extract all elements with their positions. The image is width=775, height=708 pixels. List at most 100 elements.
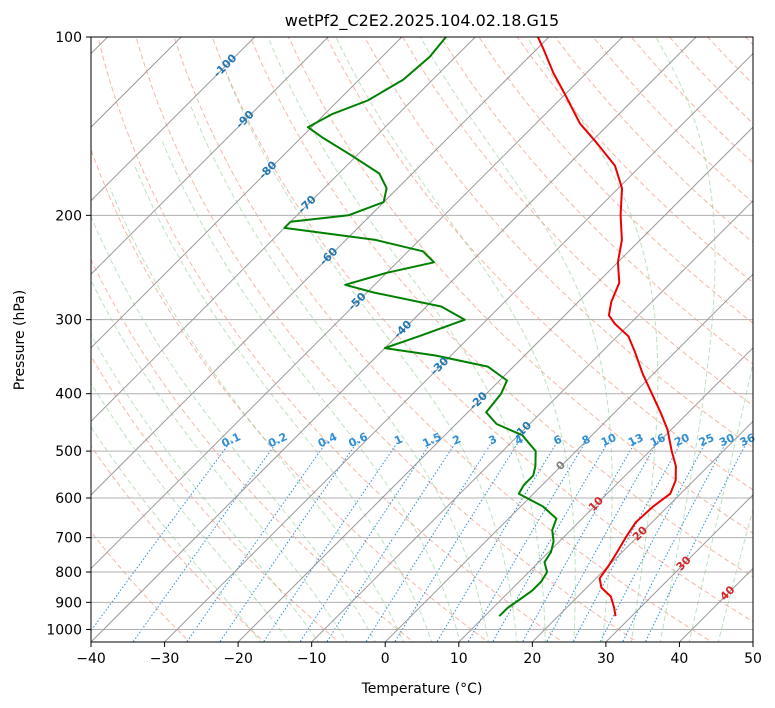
- dry-adiabat-line: [91, 355, 340, 642]
- mixing-ratio-line: [219, 440, 359, 642]
- isotherm-label: -40: [391, 318, 414, 341]
- x-tick-label: 30: [597, 651, 615, 667]
- isotherm-line: [752, 641, 753, 642]
- mixing-ratio-line: [644, 440, 749, 642]
- dry-adiabat-line: [364, 37, 753, 449]
- mixing-ratio-line: [299, 440, 433, 642]
- moist-adiabat-line: [91, 382, 291, 642]
- x-tick-label: 10: [450, 651, 468, 667]
- y-tick-label: 100: [55, 30, 82, 46]
- isotherm-line: [531, 420, 753, 642]
- mixing-ratio-label: 0.6: [347, 430, 370, 450]
- mixing-ratio-label: 10: [599, 431, 619, 449]
- mixing-ratio-label: 13: [626, 431, 645, 449]
- isotherm-label: -20: [467, 389, 490, 412]
- y-tick-label: 900: [55, 595, 82, 611]
- x-tick-label: −40: [76, 651, 106, 667]
- y-tick-label: 800: [55, 565, 82, 581]
- mixing-ratio-label: 1.5: [420, 430, 443, 450]
- mixing-ratio-line: [599, 440, 708, 642]
- mixing-ratio-line: [365, 440, 494, 642]
- isotherm-line: [91, 37, 697, 642]
- y-tick-label: 1000: [46, 622, 82, 638]
- y-axis: 100 200 300 400 500 600 700 800 900 1000: [46, 30, 91, 638]
- mixing-ratio-line: [572, 440, 683, 642]
- mixing-ratio-label: 20: [672, 431, 692, 449]
- x-tick-label: 0: [381, 651, 390, 667]
- dry-adiabat-line: [287, 37, 753, 534]
- dry-adiabat-line: [173, 37, 713, 642]
- isotherm-line: [91, 37, 476, 423]
- dry-adiabat-line: [249, 37, 753, 578]
- dry-adiabat-line: [97, 37, 564, 642]
- mixing-ratio-label: 0.1: [220, 430, 243, 450]
- x-tick-label: 50: [744, 651, 762, 667]
- mixing-ratio-line: [91, 440, 232, 632]
- moist-adiabat-line: [688, 361, 753, 642]
- dry-adiabat-line: [135, 37, 639, 642]
- mixing-ratio-line: [492, 440, 610, 642]
- dry-adiabat-line: [478, 37, 753, 324]
- dry-adiabat-line: [440, 37, 753, 365]
- data-series: [283, 37, 677, 617]
- isotherm-label: -50: [346, 290, 369, 313]
- dry-adiabat-line: [554, 37, 753, 244]
- isotherm-line: [311, 199, 753, 642]
- mixing-ratio-line: [262, 440, 400, 642]
- temperature-profile-line: [536, 37, 677, 617]
- mixing-ratio-line: [132, 440, 279, 642]
- background-lines: [91, 37, 753, 642]
- mixing-ratio-label: 0.4: [316, 430, 339, 450]
- x-tick-label: 40: [671, 651, 689, 667]
- isotherm-line: [605, 494, 753, 642]
- x-axis: −40 −30 −20 −10 0 10 20 30 40 50: [76, 642, 762, 667]
- chart-title: wetPf2_C2E2.2025.104.02.18.G15: [285, 11, 559, 31]
- dry-adiabat-line: [91, 445, 265, 642]
- y-axis-label: Pressure (hPa): [12, 290, 28, 390]
- x-tick-label: 20: [523, 651, 541, 667]
- y-tick-label: 600: [55, 491, 82, 507]
- moist-adiabat-line: [526, 37, 659, 642]
- plot-frame: [90, 36, 754, 643]
- isotherm-line: [91, 37, 550, 496]
- moist-adiabat-line: [109, 188, 405, 642]
- mixing-ratio-label: 30: [717, 431, 737, 449]
- moist-adiabat-line: [161, 141, 461, 642]
- moist-adiabat-line: [655, 37, 716, 642]
- moist-adiabat-line: [91, 214, 376, 642]
- isotherm-line: [164, 52, 753, 642]
- y-tick-label: 500: [55, 444, 82, 460]
- x-tick-label: −10: [297, 651, 327, 667]
- mixing-ratio-label: 6: [552, 433, 565, 448]
- dewpoint-profile-line: [283, 37, 558, 617]
- x-tick-label: −20: [223, 651, 253, 667]
- dry-adiabat-line: [91, 148, 489, 642]
- mixing-ratio-line: [546, 440, 659, 642]
- mixing-ratio-line: [436, 440, 559, 642]
- y-tick-label: 200: [55, 208, 82, 224]
- mixing-ratio-line: [326, 440, 458, 642]
- mixing-ratio-label: 3: [486, 433, 498, 448]
- mixing-ratio-line: [521, 440, 637, 642]
- moist-adiabat-line: [91, 279, 348, 642]
- y-tick-label: 700: [55, 531, 82, 547]
- moist-adiabat-line: [189, 104, 489, 642]
- isotherm-line: [237, 126, 753, 642]
- dry-adiabat-line: [707, 37, 753, 85]
- dry-adiabat-line: [211, 37, 753, 623]
- moist-adiabat-line: [717, 507, 753, 642]
- moist-adiabat-line: [225, 72, 518, 642]
- isotherm-label: 40: [717, 583, 737, 603]
- isotherm-line: [679, 567, 753, 642]
- mixing-ratio-label: 25: [697, 431, 716, 449]
- isotherm-line: [91, 37, 256, 202]
- moist-adiabat-line: [91, 333, 320, 642]
- dry-adiabat-line: [745, 37, 753, 46]
- isotherm-label: -80: [256, 158, 279, 181]
- isotherm-line: [91, 37, 623, 570]
- y-tick-label: 300: [55, 313, 82, 329]
- x-tick-label: −30: [150, 651, 180, 667]
- dry-adiabat-line: [402, 37, 753, 407]
- isotherm-line: [384, 273, 753, 642]
